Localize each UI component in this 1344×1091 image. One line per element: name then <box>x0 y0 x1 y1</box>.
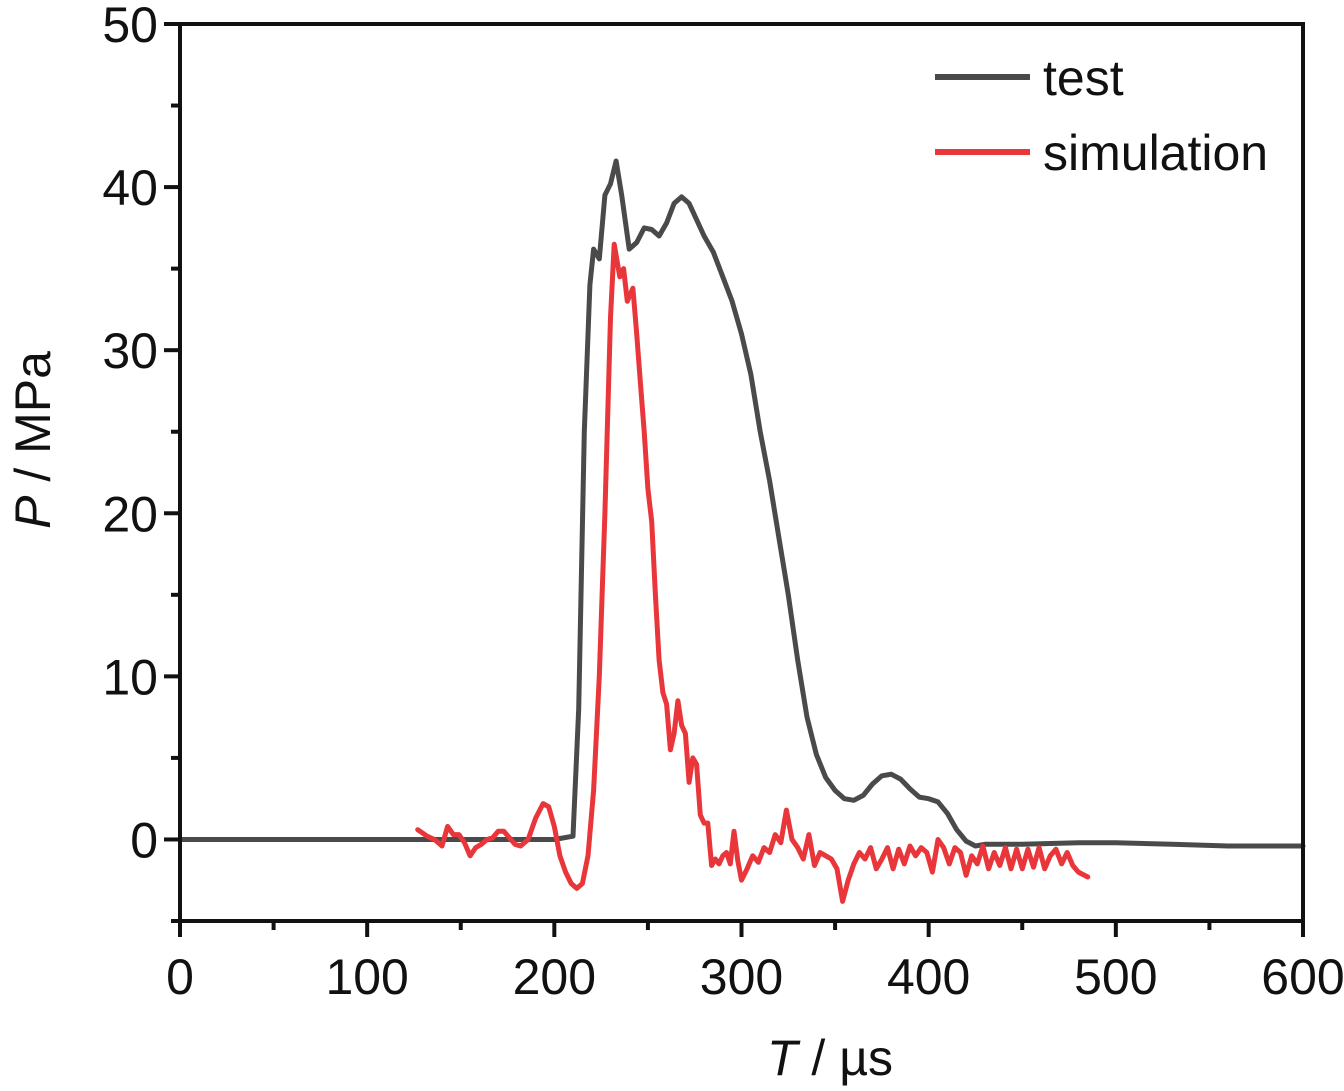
y-tick-label: 0 <box>130 812 158 868</box>
tick-layer: 0 100 200 300 400 500 600 0 10 20 30 40 50 <box>102 0 1344 1005</box>
x-tick-label: 600 <box>1261 949 1344 1005</box>
y-tick-label: 10 <box>102 649 158 705</box>
x-axis-label: T / µs <box>767 1030 893 1086</box>
y-tick-label: 40 <box>102 160 158 216</box>
y-tick-label: 20 <box>102 486 158 542</box>
y-tick-label: 50 <box>102 0 158 53</box>
y-axis-variable: P <box>5 495 61 529</box>
y-tick-label: 30 <box>102 323 158 379</box>
x-tick-label: 500 <box>1074 949 1157 1005</box>
series-layer <box>177 158 1306 904</box>
series-line-simulation <box>415 241 1091 904</box>
x-tick-label: 200 <box>513 949 596 1005</box>
x-tick-label: 100 <box>325 949 408 1005</box>
legend: test simulation <box>935 50 1268 181</box>
x-tick-label: 400 <box>887 949 970 1005</box>
legend-label-test: test <box>1043 50 1124 106</box>
legend-label-simulation: simulation <box>1043 125 1268 181</box>
y-axis-label: P / MPa <box>5 351 61 529</box>
series-line-test <box>177 158 1306 849</box>
x-tick-label: 300 <box>700 949 783 1005</box>
x-axis-variable: T <box>767 1030 801 1086</box>
x-tick-label: 0 <box>166 949 194 1005</box>
x-axis-unit: / µs <box>798 1030 893 1086</box>
y-axis-unit: / MPa <box>5 351 61 496</box>
